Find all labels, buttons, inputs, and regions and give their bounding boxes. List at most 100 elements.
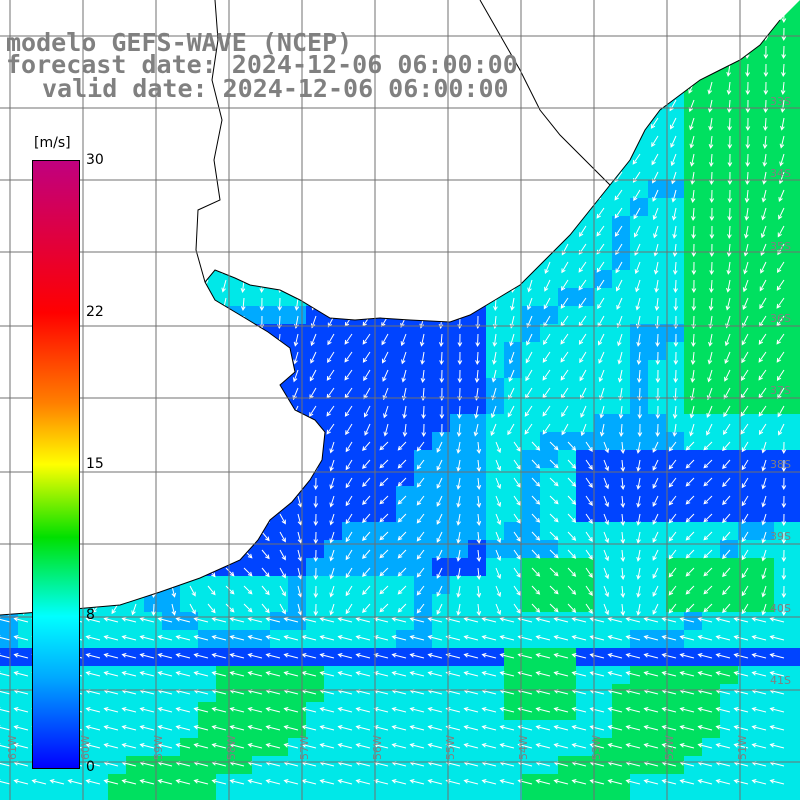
wind-arrow [456,477,461,490]
wind-arrow [668,549,677,560]
wind-arrow [618,423,624,438]
wind-arrow [481,671,497,677]
wind-arrow [625,671,641,677]
wind-arrow [463,725,479,731]
wind-speed-cell [756,270,775,289]
wind-speed-cell [594,432,613,451]
wind-arrow [157,671,173,677]
wind-arrow [49,779,65,785]
wind-arrow [549,585,559,595]
wind-speed-cell [720,792,739,800]
wind-arrow [436,585,443,597]
wind-arrow [391,725,407,731]
wind-speed-cell [360,522,379,541]
wind-speed-cell [306,378,325,397]
wind-speed-cell [450,342,469,361]
wind-arrow [409,707,425,713]
wind-arrow [319,635,335,641]
wind-arrow [211,635,227,641]
wind-arrow [381,351,389,364]
wind-speed-cell [612,414,631,433]
wind-arrow [679,617,695,623]
wind-arrow [379,603,389,613]
wind-speed-cell [630,504,649,523]
wind-arrow [379,567,389,577]
wind-arrow [139,725,155,731]
wind-arrow [724,369,731,382]
wind-arrow [416,549,425,560]
wind-arrow [655,333,660,348]
wind-arrow [193,635,209,641]
wind-speed-cell [252,792,271,800]
wind-arrow [776,333,785,345]
wind-speed-cell [792,252,800,271]
wind-arrow [614,207,623,219]
wind-speed-cell [270,522,289,541]
wind-arrow [292,369,299,383]
wind-arrow [436,513,443,525]
forecast-date: forecast date: 2024-12-06 06:00:00 [6,50,518,79]
wind-arrow [499,743,515,749]
wind-arrow [715,635,731,641]
wind-speed-cell [666,432,685,451]
wind-arrow [685,585,695,595]
wind-arrow [379,513,389,523]
wind-arrow [580,405,587,418]
wind-arrow [781,567,787,581]
wind-arrow [391,617,407,623]
wind-speed-cell [396,558,415,577]
wind-arrow [685,495,695,505]
wind-arrow [456,441,461,454]
wind-arrow [578,279,587,291]
wind-arrow [439,423,445,438]
wind-arrow [499,617,515,623]
wind-speed-cell [738,450,757,469]
wind-arrow [672,423,678,437]
wind-arrow [751,707,767,713]
wind-speed-cell [468,342,487,361]
wind-speed-cell [792,450,800,469]
wind-speed-cell [414,378,433,397]
wind-arrow [615,261,623,274]
wind-arrow [531,549,541,559]
wind-speed-cell [702,252,721,271]
wind-arrow [508,369,515,383]
wind-arrow [362,459,371,470]
wind-arrow [661,635,677,641]
wind-speed-cell [270,540,289,559]
wind-arrow [476,495,482,508]
wind-arrow [703,549,713,559]
wind-speed-cell [432,432,451,451]
wind-arrow [499,707,515,713]
wind-arrow [689,135,695,149]
wind-arrow [781,459,787,473]
wind-arrow [13,725,29,731]
wind-speed-cell [738,72,757,91]
wind-speed-cell [720,378,739,397]
wind-speed-cell [540,396,559,415]
wind-speed-cell [144,792,163,800]
wind-arrow [157,635,173,641]
wind-arrow [549,531,559,541]
wind-arrow [633,189,641,202]
wind-speed-cell [432,540,451,559]
latitude-label: 39S [770,530,791,543]
wind-speed-cell [702,486,721,505]
wind-arrow [544,279,551,292]
wind-arrow [279,603,286,615]
wind-speed-cell [342,576,361,595]
wind-arrow [740,405,749,417]
land-mass [0,0,800,615]
wind-speed-cell [648,540,667,559]
wind-arrow [309,405,317,418]
wind-arrow [614,225,623,237]
wind-arrow [671,207,677,221]
wind-speed-cell [756,342,775,361]
wind-speed-cell [720,396,739,415]
wind-arrow [589,617,605,623]
wind-arrow [589,635,605,641]
wind-speed-cell [432,594,451,613]
wind-arrow [139,671,155,677]
wind-speed-cell [594,324,613,343]
wind-speed-cell [576,252,595,271]
